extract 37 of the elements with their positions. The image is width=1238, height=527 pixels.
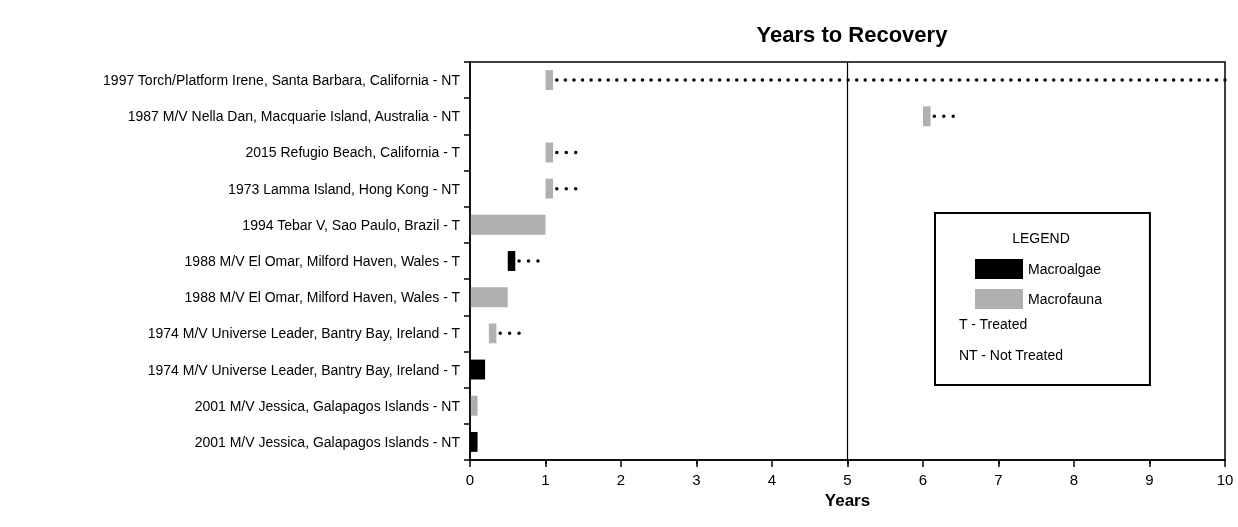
chart-title: Years to Recovery bbox=[756, 21, 949, 47]
x-axis-title: Years bbox=[824, 490, 871, 510]
bar bbox=[470, 395, 478, 416]
y-tick-label: 1987 M/V Nella Dan, Macquarie Island, Australia - NT bbox=[127, 108, 461, 125]
x-tick-label: 4 bbox=[767, 471, 777, 488]
y-tick-label: 2001 M/V Jessica, Galapagos Islands - NT bbox=[194, 397, 461, 414]
y-tick-label: 1973 Lamma Island, Hong Kong - NT bbox=[228, 180, 461, 197]
bar bbox=[923, 106, 931, 127]
x-tick-label: 10 bbox=[1216, 471, 1234, 488]
y-tick-label: 2001 M/V Jessica, Galapagos Islands - NT bbox=[194, 433, 461, 450]
y-tick-label: 1974 M/V Universe Leader, Bantry Bay, Ireland - T bbox=[147, 325, 461, 342]
x-tick-label: 1 bbox=[541, 471, 550, 488]
x-tick-label: 6 bbox=[918, 471, 928, 488]
y-tick-label: 2015 Refugio Beach, California - T bbox=[245, 144, 461, 161]
annotation: T - Treated bbox=[959, 316, 1028, 332]
x-tick-label: 7 bbox=[994, 471, 1003, 488]
x-tick-label: 8 bbox=[1069, 471, 1079, 488]
y-tick-label: 1988 M/V El Omar, Milford Haven, Wales - T bbox=[184, 253, 461, 269]
y-tick-label: 1974 M/V Universe Leader, Bantry Bay, Ireland - T bbox=[147, 361, 461, 378]
x-tick-label: 9 bbox=[1145, 471, 1154, 488]
x-tick-label: 0 bbox=[465, 471, 475, 488]
annotation: NT - Not Treated bbox=[959, 347, 1064, 363]
x-tick-label: 2 bbox=[616, 471, 626, 488]
y-tick-label: 1997 Torch/Platform Irene, Santa Barbara, California - NT bbox=[103, 72, 461, 89]
bar bbox=[545, 178, 554, 199]
legend-label: Macroalgae bbox=[1028, 261, 1102, 277]
bar bbox=[470, 287, 508, 308]
bar bbox=[488, 323, 497, 344]
legend-title: LEGEND bbox=[1012, 230, 1070, 246]
bar bbox=[545, 70, 554, 91]
x-tick-label: 5 bbox=[843, 471, 852, 488]
legend-label: Macrofauna bbox=[1028, 291, 1103, 307]
y-tick-label: 1994 Tebar V, Sao Paulo, Brazil - T bbox=[242, 216, 461, 233]
x-tick-label: 3 bbox=[692, 471, 701, 488]
bar bbox=[470, 214, 546, 235]
y-tick-label: 1988 M/V El Omar, Milford Haven, Wales - T bbox=[184, 289, 461, 306]
bar bbox=[507, 251, 516, 271]
